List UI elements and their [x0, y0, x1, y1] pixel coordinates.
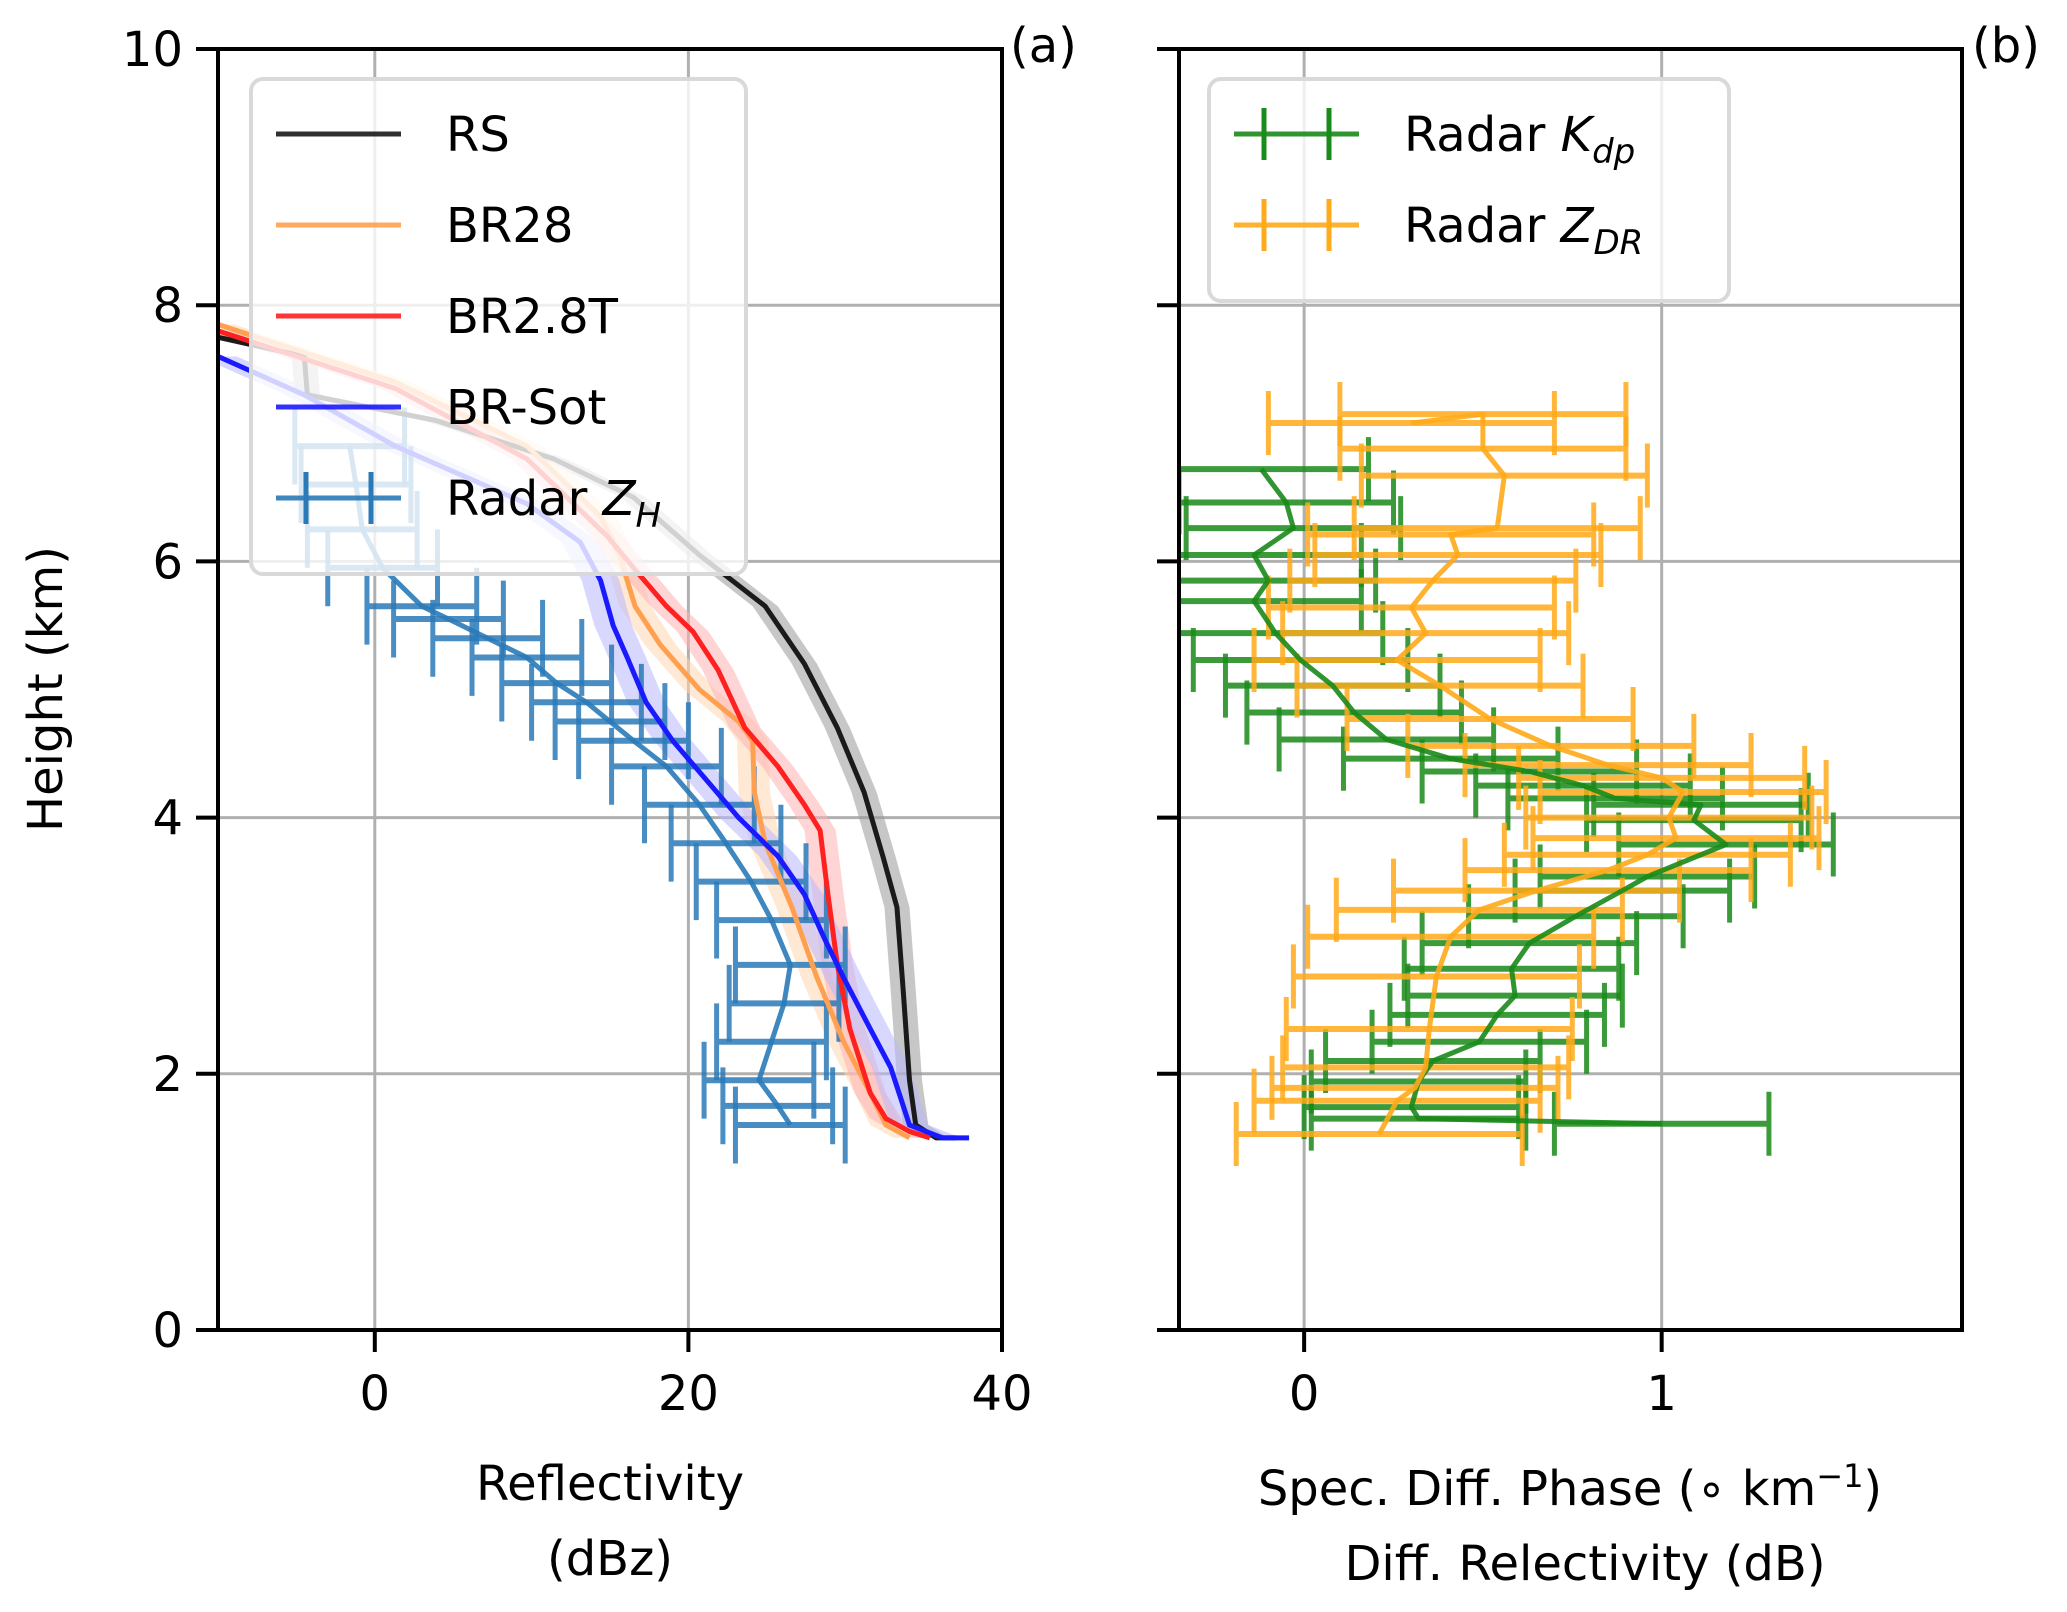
- legend-label-subscript: H: [635, 496, 661, 536]
- y-tick-label: 8: [152, 278, 183, 334]
- legend-label-symbol: Z: [1559, 198, 1595, 254]
- legend-item: Radar ZH: [276, 471, 661, 536]
- panel-b-xlabel-line1: Spec. Diff. Phase (∘ km−1): [1258, 1457, 1882, 1517]
- panel-b-xlabel-unit: ∘ km: [1696, 1461, 1816, 1517]
- legend-item: Radar Kdp: [1234, 107, 1635, 172]
- panel-b-xlabel-suffix: ): [1863, 1461, 1882, 1517]
- legend-item: BR2.8T: [276, 289, 619, 345]
- y-tick-label: 10: [122, 22, 183, 78]
- legend-label-subscript: dp: [1592, 132, 1635, 172]
- legend-label: BR28: [446, 198, 573, 254]
- legend-item: BR-Sot: [276, 380, 606, 436]
- legend-item: RS: [276, 107, 510, 163]
- x-tick-label: 40: [971, 1366, 1032, 1422]
- panel-a-frame: [216, 47, 1004, 1332]
- legend-label-text: Radar: [1404, 107, 1561, 163]
- legend-label-subscript: DR: [1593, 223, 1643, 263]
- panel-a-xlabel-line2: (dBz): [547, 1531, 673, 1587]
- x-tick-label: 20: [658, 1366, 719, 1422]
- panel-b-frame: [1177, 47, 1964, 1332]
- legend-item: Radar ZDR: [1234, 198, 1643, 263]
- panel-b-lines: [1251, 411, 1729, 1136]
- panel-a-ylabel: Height (km): [18, 546, 74, 832]
- legend-label: Radar Kdp: [1404, 107, 1635, 172]
- y-tick-label: 2: [152, 1047, 183, 1103]
- legend-label: BR-Sot: [446, 380, 606, 436]
- line-radar-z-dr: [1377, 411, 1686, 1136]
- panel-a-label: (a): [1010, 18, 1077, 74]
- legend-label-text: Radar: [446, 471, 603, 527]
- line-radar-k-dp: [1251, 467, 1729, 1127]
- panel-b-errorbars: [1179, 382, 1836, 1167]
- legend-label: Radar ZDR: [1404, 198, 1643, 263]
- x-tick-label: 0: [1289, 1366, 1320, 1422]
- panel-b-xlabel-sup: −1: [1816, 1457, 1863, 1495]
- panel-a-xlabel-line1: Reflectivity: [476, 1456, 744, 1512]
- x-tick-label: 1: [1646, 1366, 1677, 1422]
- x-tick-label: 0: [360, 1366, 391, 1422]
- legend-item: BR28: [276, 198, 573, 254]
- panel-b-label: (b): [1972, 18, 2040, 74]
- panel-a-legend: RS BR28 BR2.8T BR-Sot Radar ZH: [249, 77, 748, 576]
- y-tick-label: 0: [152, 1303, 183, 1359]
- legend-label-symbol: K: [1561, 107, 1596, 163]
- legend-label: BR2.8T: [446, 289, 619, 345]
- legend-label-text: Radar: [1404, 198, 1561, 254]
- panel-b-xlabel-prefix: Spec. Diff. Phase (: [1258, 1461, 1697, 1517]
- legend-label: Radar ZH: [446, 471, 661, 536]
- errorbar-radar-z-dr: [1233, 1101, 1525, 1167]
- line-radar-z-h: [347, 445, 793, 1127]
- panel-a-ticks: 0 20 40 0 2 4 6 8 10: [122, 22, 1033, 1422]
- legend-label: RS: [446, 107, 510, 163]
- y-tick-label: 6: [152, 534, 183, 590]
- panel-b-xlabel-line2: Diff. Relectivity (dB): [1344, 1536, 1825, 1592]
- y-tick-label: 4: [152, 791, 183, 847]
- legend-box: [249, 77, 748, 576]
- legend-label-symbol: Z: [601, 471, 637, 527]
